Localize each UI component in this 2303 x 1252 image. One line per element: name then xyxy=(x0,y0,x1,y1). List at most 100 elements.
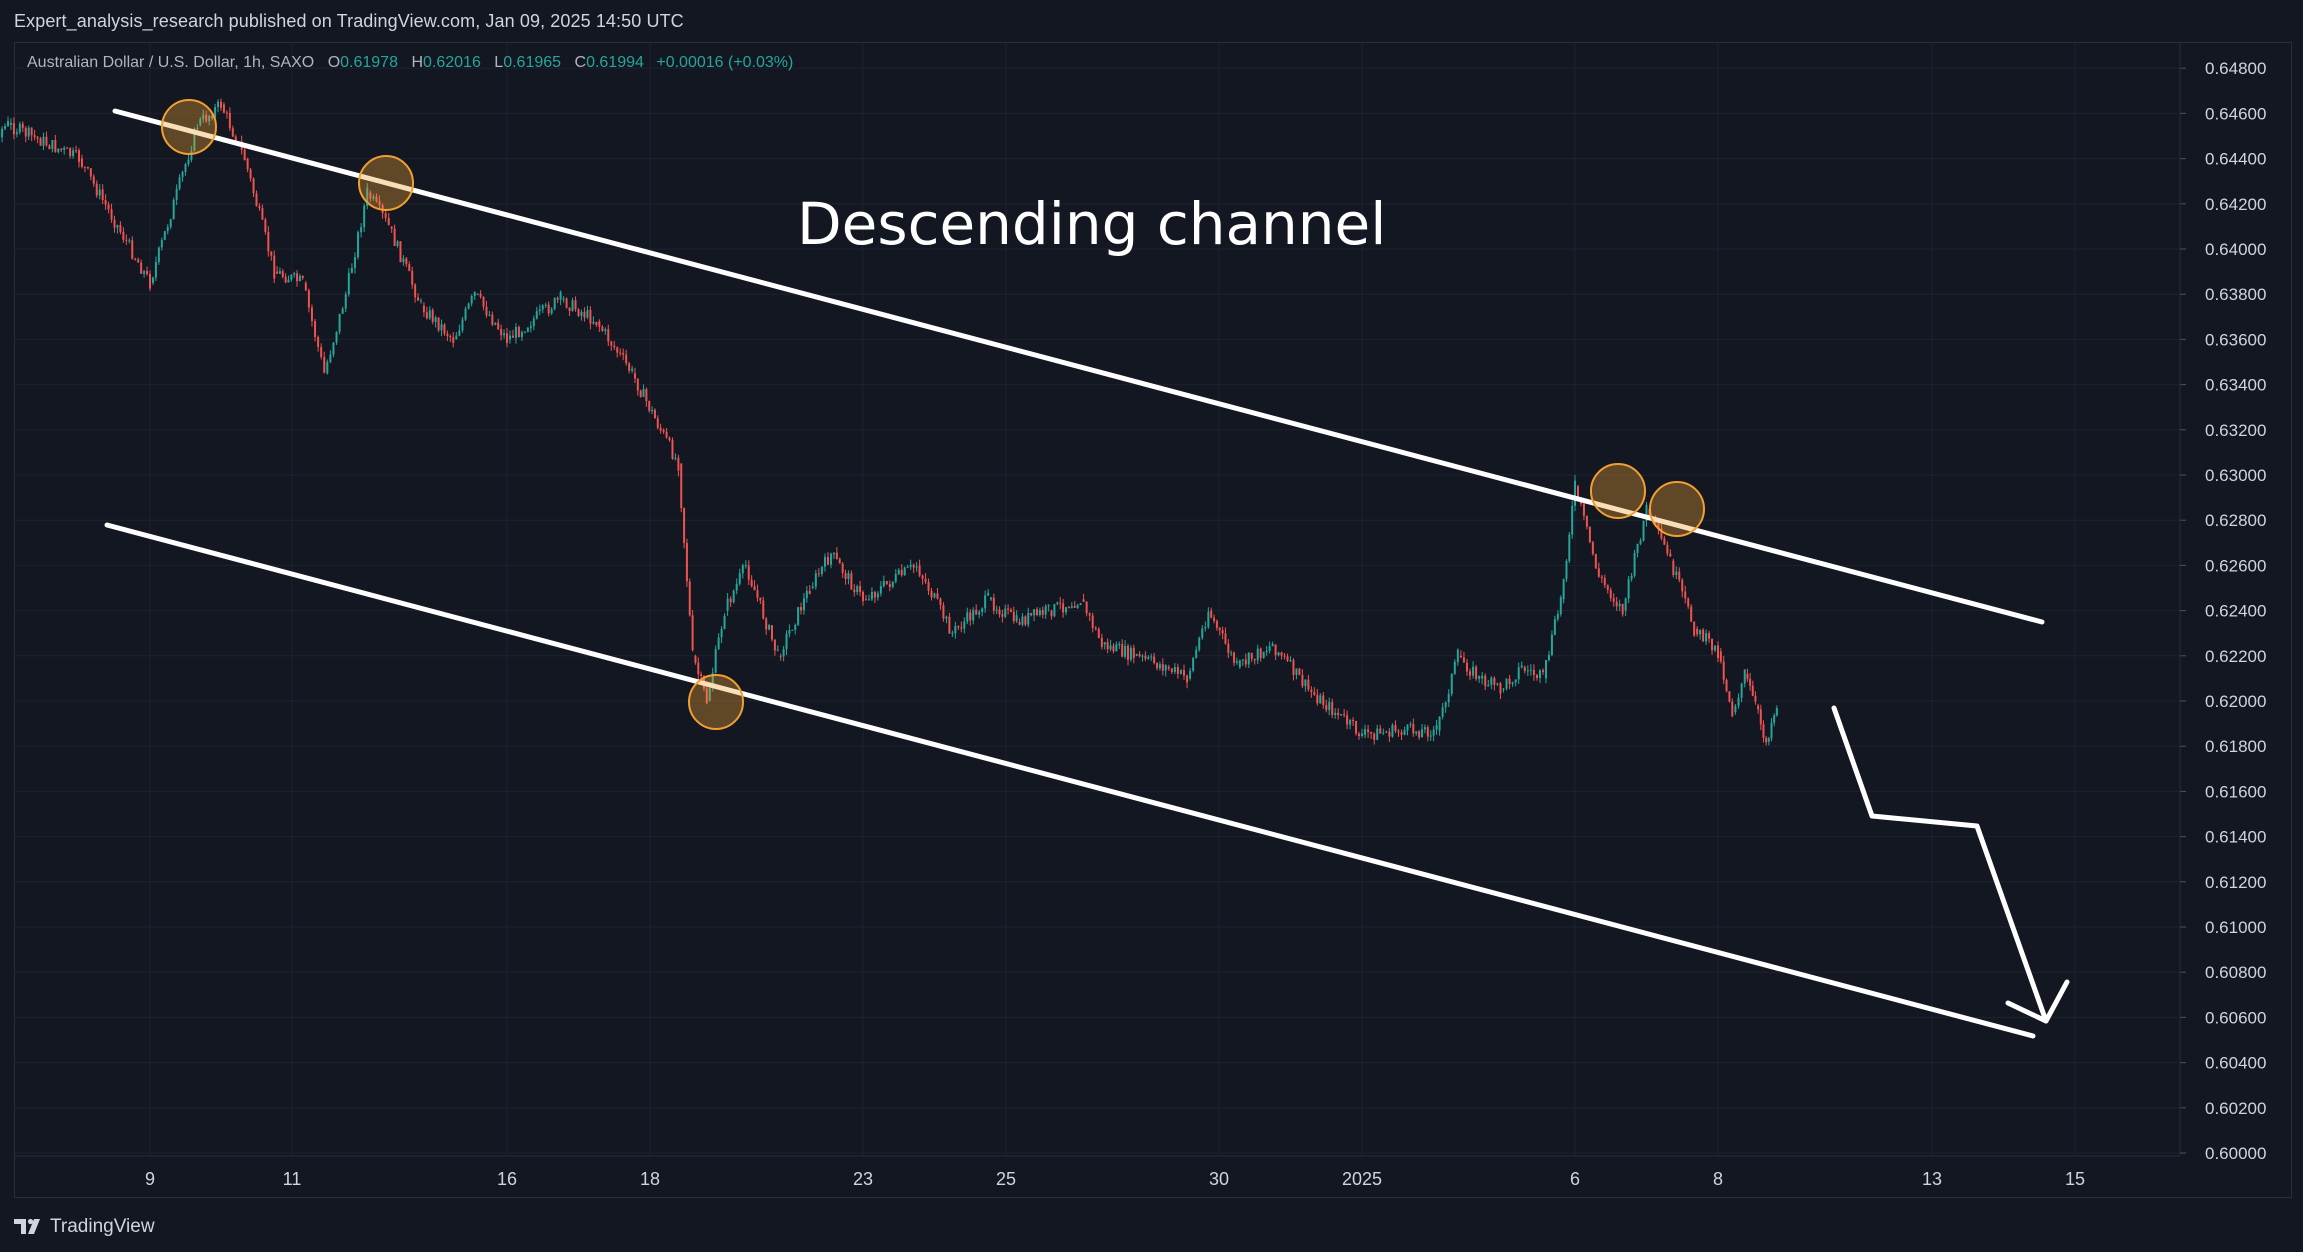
candle-body xyxy=(503,333,506,336)
candle-body xyxy=(805,590,808,599)
price-axis[interactable]: 0.64800 0.64600 0.64400 0.64200 0.64000 0.638… xyxy=(2179,43,2266,1163)
candle-body xyxy=(1588,526,1591,543)
candle-body xyxy=(1038,610,1041,615)
candle-body xyxy=(497,322,500,329)
projection-arrow[interactable] xyxy=(1831,705,2049,1024)
candle-body xyxy=(779,655,782,657)
symbol-legend[interactable]: Australian Dollar / U.S. Dollar, 1h, SAX… xyxy=(27,54,793,72)
touch-point-marker[interactable] xyxy=(1649,481,1705,537)
candle-body xyxy=(7,121,9,127)
candle-body xyxy=(729,598,732,603)
price-tick-label: 0.63400 xyxy=(2205,376,2266,395)
candle-body xyxy=(1238,660,1241,668)
candle-body xyxy=(1250,652,1253,659)
candle-body xyxy=(360,227,363,233)
candle-body xyxy=(794,624,797,630)
touch-point-marker[interactable] xyxy=(358,155,414,211)
time-axis[interactable]: 9 11 16 18 23 25 30 2025 6 8 13 15 xyxy=(15,1155,2180,1189)
touch-point-marker[interactable] xyxy=(688,674,744,730)
candle-body xyxy=(1630,575,1633,579)
drawings[interactable] xyxy=(104,99,2070,1039)
candle-body xyxy=(1591,542,1594,555)
candle-body xyxy=(1547,654,1550,660)
candle-body xyxy=(500,328,503,336)
candle-body xyxy=(1141,655,1144,657)
candle-body xyxy=(1085,601,1088,614)
price-tick-label: 0.61600 xyxy=(2205,782,2266,801)
candle-body xyxy=(885,580,888,584)
candle-body xyxy=(1355,721,1358,734)
candle-body xyxy=(960,627,963,629)
candle-body xyxy=(662,429,665,432)
candle-body xyxy=(202,114,205,120)
candle-body xyxy=(1562,579,1565,600)
candle-body xyxy=(1737,697,1740,706)
footer[interactable]: TradingView xyxy=(14,1214,155,1240)
candle-body xyxy=(75,150,78,152)
chart-frame[interactable] xyxy=(14,42,2292,1198)
candle-body xyxy=(918,565,921,576)
candle-body xyxy=(685,542,688,582)
candle-body xyxy=(1681,579,1684,592)
candle-body xyxy=(1147,657,1150,659)
candle-body xyxy=(879,586,882,594)
candle-body xyxy=(1469,671,1472,676)
change-value: +0.00016 (+0.03%) xyxy=(656,54,794,71)
candle-body xyxy=(464,308,467,320)
tradingview-brand[interactable]: TradingView xyxy=(50,1216,155,1237)
candle-body xyxy=(939,598,942,606)
candle-body xyxy=(1660,528,1663,539)
candle-body xyxy=(181,171,184,178)
candle-body xyxy=(1241,659,1244,661)
candle-body xyxy=(1717,645,1719,659)
candle-body xyxy=(622,353,625,355)
candle-body xyxy=(957,626,960,628)
candle-body xyxy=(520,332,523,338)
candle-body xyxy=(420,300,422,302)
candle-body xyxy=(18,123,21,133)
candle-body xyxy=(927,581,930,591)
candle-body xyxy=(1283,655,1286,657)
symbol-name[interactable]: Australian Dollar / U.S. Dollar, 1h, SAX… xyxy=(27,54,315,71)
candle-body xyxy=(1189,670,1192,679)
candle-body xyxy=(332,342,335,355)
candle-body xyxy=(936,593,939,599)
candle-body xyxy=(411,271,414,285)
candle-body xyxy=(1642,520,1645,541)
candle-body xyxy=(193,128,196,151)
time-tick-label: 9 xyxy=(145,1169,155,1189)
descending-channel-label[interactable]: Descending channel xyxy=(797,190,1386,258)
upper-channel-line[interactable] xyxy=(112,108,2045,625)
candle-body xyxy=(1481,675,1484,679)
candle-body xyxy=(278,271,281,274)
candle-body xyxy=(107,204,110,210)
candle-body xyxy=(446,333,449,337)
candle-body xyxy=(1207,611,1210,628)
candle-body xyxy=(134,258,137,260)
candle-body xyxy=(659,427,662,431)
tradingview-logo-icon[interactable] xyxy=(14,1216,44,1238)
candle-body xyxy=(1645,504,1648,521)
lower-channel-line[interactable] xyxy=(104,522,2036,1039)
publish-info: Expert_analysis_research published on Tr… xyxy=(14,11,684,31)
candle-body xyxy=(252,178,255,194)
candle-body xyxy=(1749,678,1752,686)
touch-point-marker[interactable] xyxy=(161,99,217,155)
candle-body xyxy=(1379,728,1382,734)
candle-body xyxy=(656,418,659,428)
candle-body xyxy=(1487,684,1490,687)
candle-body xyxy=(1429,735,1432,737)
price-tick-label: 0.60400 xyxy=(2205,1054,2266,1073)
candle-body xyxy=(1520,665,1523,668)
projection-arrow-head[interactable] xyxy=(2005,979,2070,1024)
candle-body xyxy=(1409,723,1412,725)
candle-body xyxy=(1164,665,1167,671)
touch-point-marker[interactable] xyxy=(1590,463,1646,519)
candle-body xyxy=(296,273,299,282)
time-tick-label: 30 xyxy=(1209,1169,1229,1189)
candle-body xyxy=(1091,615,1094,629)
candle-body xyxy=(83,166,86,168)
candle-body xyxy=(508,335,511,340)
candle-body xyxy=(1373,733,1376,740)
